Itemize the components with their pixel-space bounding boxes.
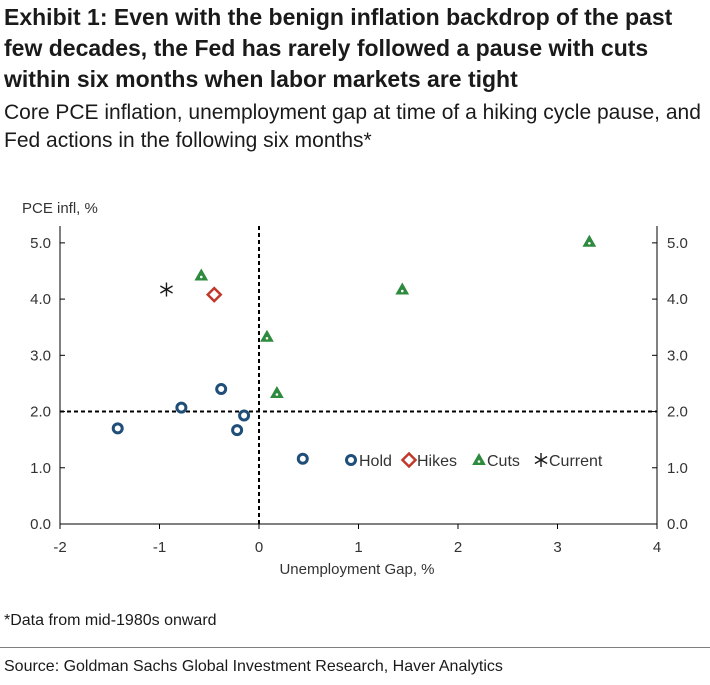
legend: Hold Hikes Cuts Current xyxy=(345,451,603,470)
reference-lines xyxy=(60,226,657,524)
y-tick-label-right: 4.0 xyxy=(667,291,688,308)
y-tick-label-right: 0.0 xyxy=(667,516,688,533)
point-cuts xyxy=(395,282,410,295)
x-tick-label: 1 xyxy=(354,539,362,556)
x-axis-label: Unemployment Gap, % xyxy=(279,561,434,578)
triangle-shape xyxy=(260,329,274,342)
asterisk-stroke xyxy=(534,455,548,465)
source-note: Source: Goldman Sachs Global Investment … xyxy=(4,658,503,675)
y-tick-label-left: 3.0 xyxy=(30,347,51,364)
legend-marker-hold xyxy=(345,454,357,466)
data-points xyxy=(111,234,597,465)
source-divider xyxy=(0,647,710,648)
x-tick-label: 4 xyxy=(653,539,661,556)
y-tick-label-right: 3.0 xyxy=(667,347,688,364)
y-tick-label-left: 1.0 xyxy=(30,460,51,477)
x-tick-label: -1 xyxy=(153,539,166,556)
chart-title: Exhibit 1: Even with the benign inflatio… xyxy=(4,4,673,92)
x-tick-label: 3 xyxy=(553,539,561,556)
point-cuts xyxy=(270,385,284,398)
point-hold xyxy=(215,383,228,396)
triangle-dot xyxy=(477,460,481,463)
triangle-shape xyxy=(395,282,410,295)
triangle-shape xyxy=(582,234,597,247)
y-tick-label-left: 2.0 xyxy=(30,404,51,421)
y-tick-label-left: 4.0 xyxy=(30,291,51,308)
triangle-dot xyxy=(400,289,404,293)
legend-label-current: Current xyxy=(549,453,603,470)
y-tick-label-left: 0.0 xyxy=(30,516,51,533)
x-tick-label: -2 xyxy=(53,539,66,556)
point-cuts xyxy=(194,268,209,281)
triangle-dot xyxy=(275,393,279,396)
point-cuts xyxy=(582,234,597,247)
asterisk-stroke xyxy=(160,285,173,294)
legend-label-cuts: Cuts xyxy=(487,453,520,470)
triangle-dot xyxy=(199,275,203,279)
triangle-shape xyxy=(270,385,284,398)
triangle-shape xyxy=(472,452,486,465)
y-tick-label-left: 5.0 xyxy=(30,235,51,252)
point-cuts xyxy=(260,329,274,342)
scatter-chart: 0.0 0.0 1.0 1.0 2.0 2.0 3.0 3.0 4.0 4.0 5.0 5.0 -2 -1… xyxy=(22,200,688,578)
legend-marker-current xyxy=(534,453,548,467)
y-tick-label-right: 2.0 xyxy=(667,404,688,421)
legend-label-hold: Hold xyxy=(359,453,392,470)
chart-subtitle: Core PCE inflation, unemployment gap at … xyxy=(4,101,701,152)
y-axis-label: PCE infl, % xyxy=(22,200,98,217)
legend-marker-cuts xyxy=(472,452,486,465)
point-hold xyxy=(175,401,188,414)
point-hold xyxy=(231,424,244,437)
point-hikes xyxy=(205,286,223,303)
x-tick-label: 0 xyxy=(255,539,263,556)
point-hold xyxy=(111,422,124,435)
legend-marker-hikes xyxy=(400,451,418,469)
triangle-dot xyxy=(588,241,591,245)
triangle-shape xyxy=(194,268,209,281)
point-hold xyxy=(296,452,309,465)
footnote: *Data from mid-1980s onward xyxy=(4,612,217,629)
point-current xyxy=(160,282,173,297)
x-tick-label: 2 xyxy=(454,539,462,556)
axes: 0.0 0.0 1.0 1.0 2.0 2.0 3.0 3.0 4.0 4.0 5.0 5.0 -2 -1… xyxy=(30,226,688,556)
point-hold xyxy=(238,409,251,422)
y-tick-label-right: 1.0 xyxy=(667,460,688,477)
y-tick-label-right: 5.0 xyxy=(667,235,688,252)
triangle-dot xyxy=(265,336,269,340)
legend-label-hikes: Hikes xyxy=(417,453,457,470)
